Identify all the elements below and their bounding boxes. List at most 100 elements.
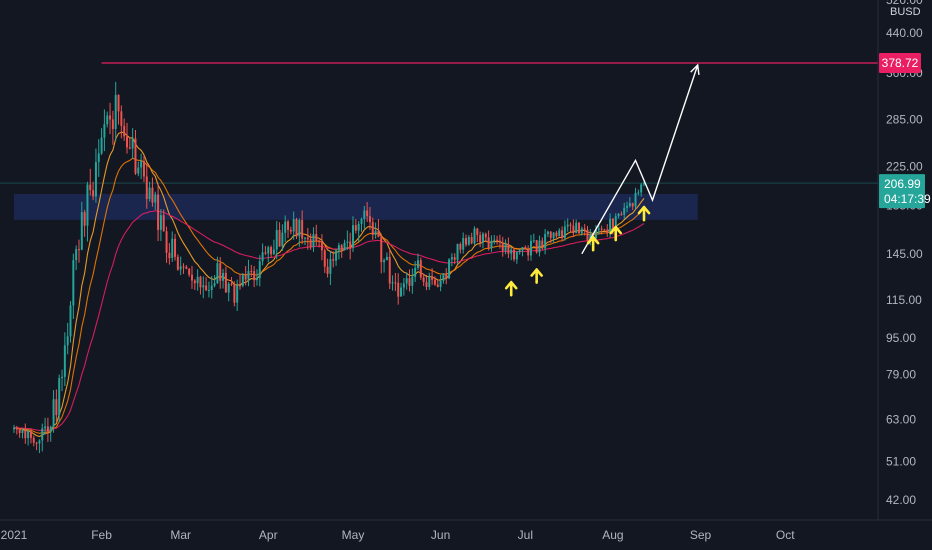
candle [479,231,482,248]
candle-body [487,237,490,249]
candle-body [606,229,609,233]
candle-body [346,241,349,243]
candle-body [572,225,575,234]
candle [117,94,120,125]
candle [628,197,631,208]
up-arrow-shape [530,268,543,284]
price-tick-label: 63.00 [886,413,916,427]
candle-body [507,244,510,254]
candle-body [213,283,216,286]
candle-body [566,224,569,227]
candle-body [518,250,521,253]
candle [397,273,400,305]
candle [439,274,442,292]
candle-body [614,216,617,230]
candle-body [374,230,377,235]
candle [145,163,148,209]
candle-body [456,243,459,260]
candle [527,245,530,261]
candle [165,226,168,263]
candle [385,252,388,261]
candle-body [414,267,417,277]
candle-body [190,274,193,281]
candle-body [114,95,117,129]
candle-body [275,230,278,250]
candle-body [97,153,100,163]
candle [83,209,86,237]
up-arrow-icon [504,280,518,297]
candle-body [349,241,352,248]
candle [21,428,24,439]
candle [100,128,103,155]
up-arrow-icon [609,225,623,242]
projection-path[interactable] [581,64,699,255]
candle-body [227,283,230,293]
candle-body [100,137,103,154]
candle [637,189,640,196]
candle [35,441,38,451]
candle-body [329,259,332,274]
candle [450,253,453,267]
candle-body [106,115,109,125]
last-price-tag[interactable] [879,174,925,209]
candle-body [18,429,21,434]
candle [498,234,501,249]
candle-body [224,272,227,293]
candle-body [385,256,388,261]
candle-body [583,228,586,230]
time-axis[interactable]: 2021 Feb Mar Apr May Jun Jul Aug Sep Oct [1,528,796,542]
candle [631,202,634,210]
candle [41,423,44,452]
candle [634,187,637,210]
candle [496,235,499,245]
candle-body [154,194,157,203]
resistance-price-tag[interactable] [879,53,921,74]
candle [38,439,41,454]
candle [436,279,439,288]
candle [292,211,295,240]
candle-body [481,233,484,243]
support-zone [14,193,698,220]
candle-body [363,210,366,219]
candle [58,374,61,423]
candle-body [306,237,309,240]
candle-body [405,278,408,284]
candlestick-series [13,81,645,454]
up-arrow-icon [637,205,651,222]
candle-body [394,282,397,284]
candle [247,259,250,287]
candle-body [179,266,182,270]
candle-body [371,222,374,235]
candle-body [284,221,287,233]
candle [196,269,199,291]
candle-body [233,284,236,303]
candle [597,224,600,235]
candle-body [199,276,202,288]
candle [75,245,78,271]
candle-body [558,230,561,237]
candle [227,281,230,302]
candle-body [323,250,326,267]
candle-body [320,241,323,251]
candle-body [66,336,69,346]
candle [343,239,346,251]
candle [111,110,114,145]
candle [174,233,177,261]
candle-body [80,212,83,250]
candle [284,215,287,242]
candle-body [75,249,78,261]
candle-body [298,220,301,237]
candle [563,220,566,241]
candle-body [171,238,174,259]
candle-body [388,256,391,284]
candle [555,231,558,238]
candle [549,231,552,243]
candle [207,281,210,298]
candle-body [515,252,518,260]
candle-body [241,274,244,286]
candle-body [640,184,643,193]
candle-body [207,290,210,292]
candle [515,251,518,264]
candle-body [626,206,629,208]
